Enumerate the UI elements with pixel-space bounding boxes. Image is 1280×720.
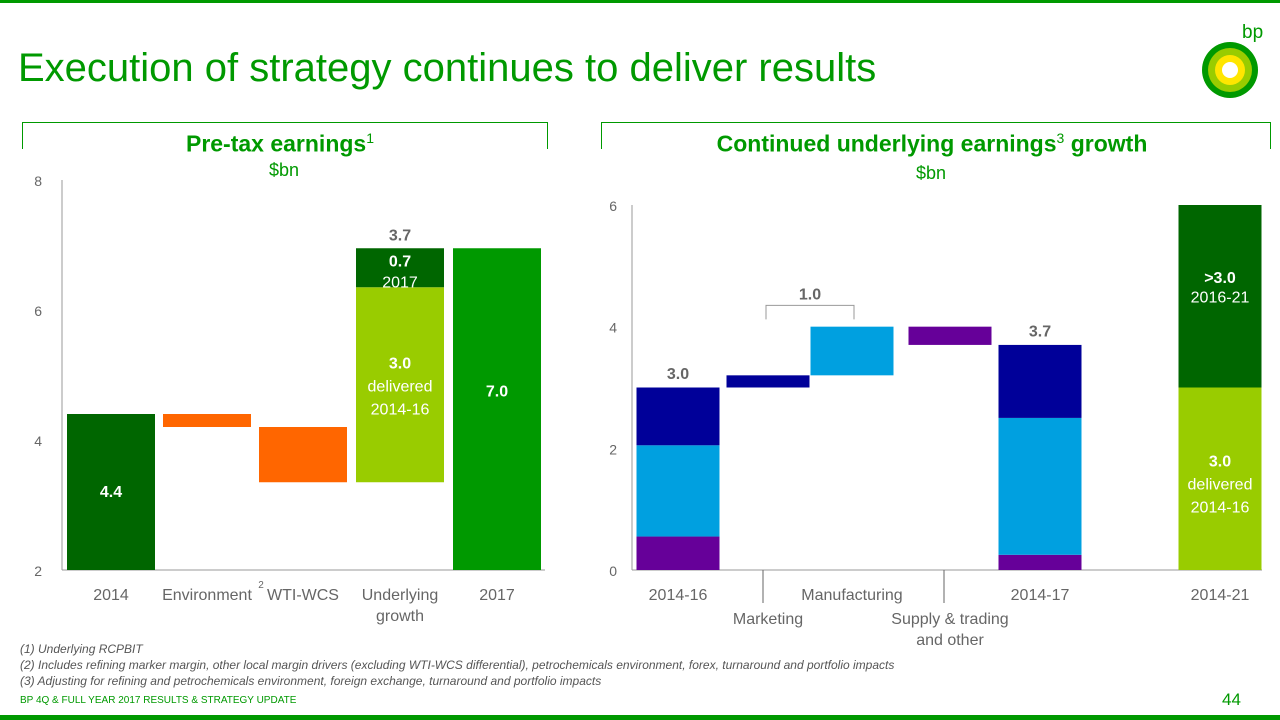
footer-text: BP 4Q & FULL YEAR 2017 RESULTS & STRATEG… (20, 695, 297, 706)
page-number: 44 (1222, 690, 1241, 709)
x-category-label-marketing: Marketing (733, 611, 803, 628)
data-label: 2014-16 (1191, 500, 1250, 517)
right-chart-header-bracket (601, 122, 1271, 149)
y-tick-label: 0 (609, 563, 617, 579)
data-label: delivered (1188, 477, 1253, 494)
x-category-label-manufacturing: Manufacturing (801, 587, 902, 604)
bar-segment (259, 427, 347, 483)
footnote-ref-3: 3 (1056, 130, 1065, 146)
helios-sunflower-icon: bp (1202, 22, 1263, 98)
y-tick-label: 2 (609, 441, 617, 457)
bar-segment (636, 445, 720, 537)
footnote-ref-1: 1 (366, 130, 375, 146)
data-label: 2017 (382, 275, 418, 292)
bar-segment (67, 414, 155, 570)
right-chart-title: Continued underlying earnings3 growth (717, 130, 1148, 158)
left-chart-title-text: Pre-tax earnings (185, 130, 367, 157)
data-label: 2016-21 (1191, 289, 1250, 306)
data-label: 0.7 (389, 253, 411, 270)
footnote-ref-2: 2 (258, 580, 264, 591)
left-chart-header-bracket (22, 122, 548, 149)
bar-segment (356, 287, 444, 483)
bar-segment (163, 414, 251, 427)
data-label: 4.4 (100, 484, 122, 501)
data-label: 3.0 (667, 366, 689, 383)
x-category-label-environment: Environment (162, 587, 252, 604)
y-tick-label: 8 (34, 173, 42, 189)
y-tick-label: 4 (34, 433, 42, 449)
bar-segment (726, 375, 810, 388)
bar-segment (1178, 387, 1262, 570)
left-chart-title: Pre-tax earnings1 (186, 130, 374, 158)
top-rule (0, 0, 1280, 3)
bracket-line (765, 304, 855, 320)
bar-segment (998, 417, 1082, 555)
data-label: 3.0 (389, 355, 411, 372)
data-label: >3.0 (1204, 270, 1236, 287)
footnote-2: (2) Includes refining marker margin, oth… (20, 658, 895, 672)
data-label: 3.7 (1029, 324, 1051, 341)
bar-segment (636, 387, 720, 446)
data-label: 2014-16 (371, 401, 430, 418)
page-title: Execution of strategy continues to deliv… (18, 46, 877, 90)
bar-segment (810, 326, 894, 376)
data-label: 7.0 (486, 383, 508, 400)
x-category-label-supply-trading-and-other: and other (916, 632, 984, 649)
right-chart-unit: $bn (915, 163, 947, 183)
x-category-label-2014-21: 2014-21 (1191, 587, 1250, 604)
x-category-label-underlying-growth: Underlying (362, 587, 438, 604)
y-tick-label: 6 (609, 198, 617, 214)
bp-wordmark: bp (1242, 22, 1263, 43)
x-category-label-supply-trading-and-other: Supply & trading (891, 611, 1008, 628)
bar-segment (908, 326, 992, 345)
right-chart-title-text: Continued underlying earnings (716, 130, 1057, 157)
y-tick-label: 4 (609, 320, 617, 336)
bar-segment (636, 536, 720, 570)
y-tick-label: 6 (34, 303, 42, 319)
x-category-label-2014-16: 2014-16 (649, 587, 708, 604)
footnote-1: (1) Underlying RCPBIT (20, 642, 143, 656)
x-category-label-wti-wcs: WTI-WCS (267, 587, 339, 604)
footnote-3: (3) Adjusting for refining and petrochem… (20, 674, 602, 688)
y-tick-label: 2 (34, 563, 42, 579)
footnotes: (1) Underlying RCPBIT (2) Includes refin… (20, 641, 894, 689)
bar-segment (1178, 205, 1262, 388)
bar-segment (998, 344, 1082, 418)
x-category-label-underlying-growth: growth (376, 608, 424, 625)
bar-segment (453, 248, 541, 570)
bar-segment (998, 554, 1082, 570)
x-category-label-2014: 2014 (93, 587, 129, 604)
left-chart-unit: $bn (268, 160, 300, 180)
bar-segment (356, 248, 444, 288)
bottom-rule (0, 715, 1280, 720)
bracket-label: 1.0 (799, 286, 821, 303)
data-label: 3.0 (1209, 454, 1231, 471)
data-label: 3.7 (389, 227, 411, 244)
x-category-label-2017: 2017 (479, 587, 515, 604)
x-category-label-2014-17: 2014-17 (1011, 587, 1070, 604)
data-label: delivered (368, 378, 433, 395)
right-chart-title-suffix: growth (1064, 130, 1148, 157)
